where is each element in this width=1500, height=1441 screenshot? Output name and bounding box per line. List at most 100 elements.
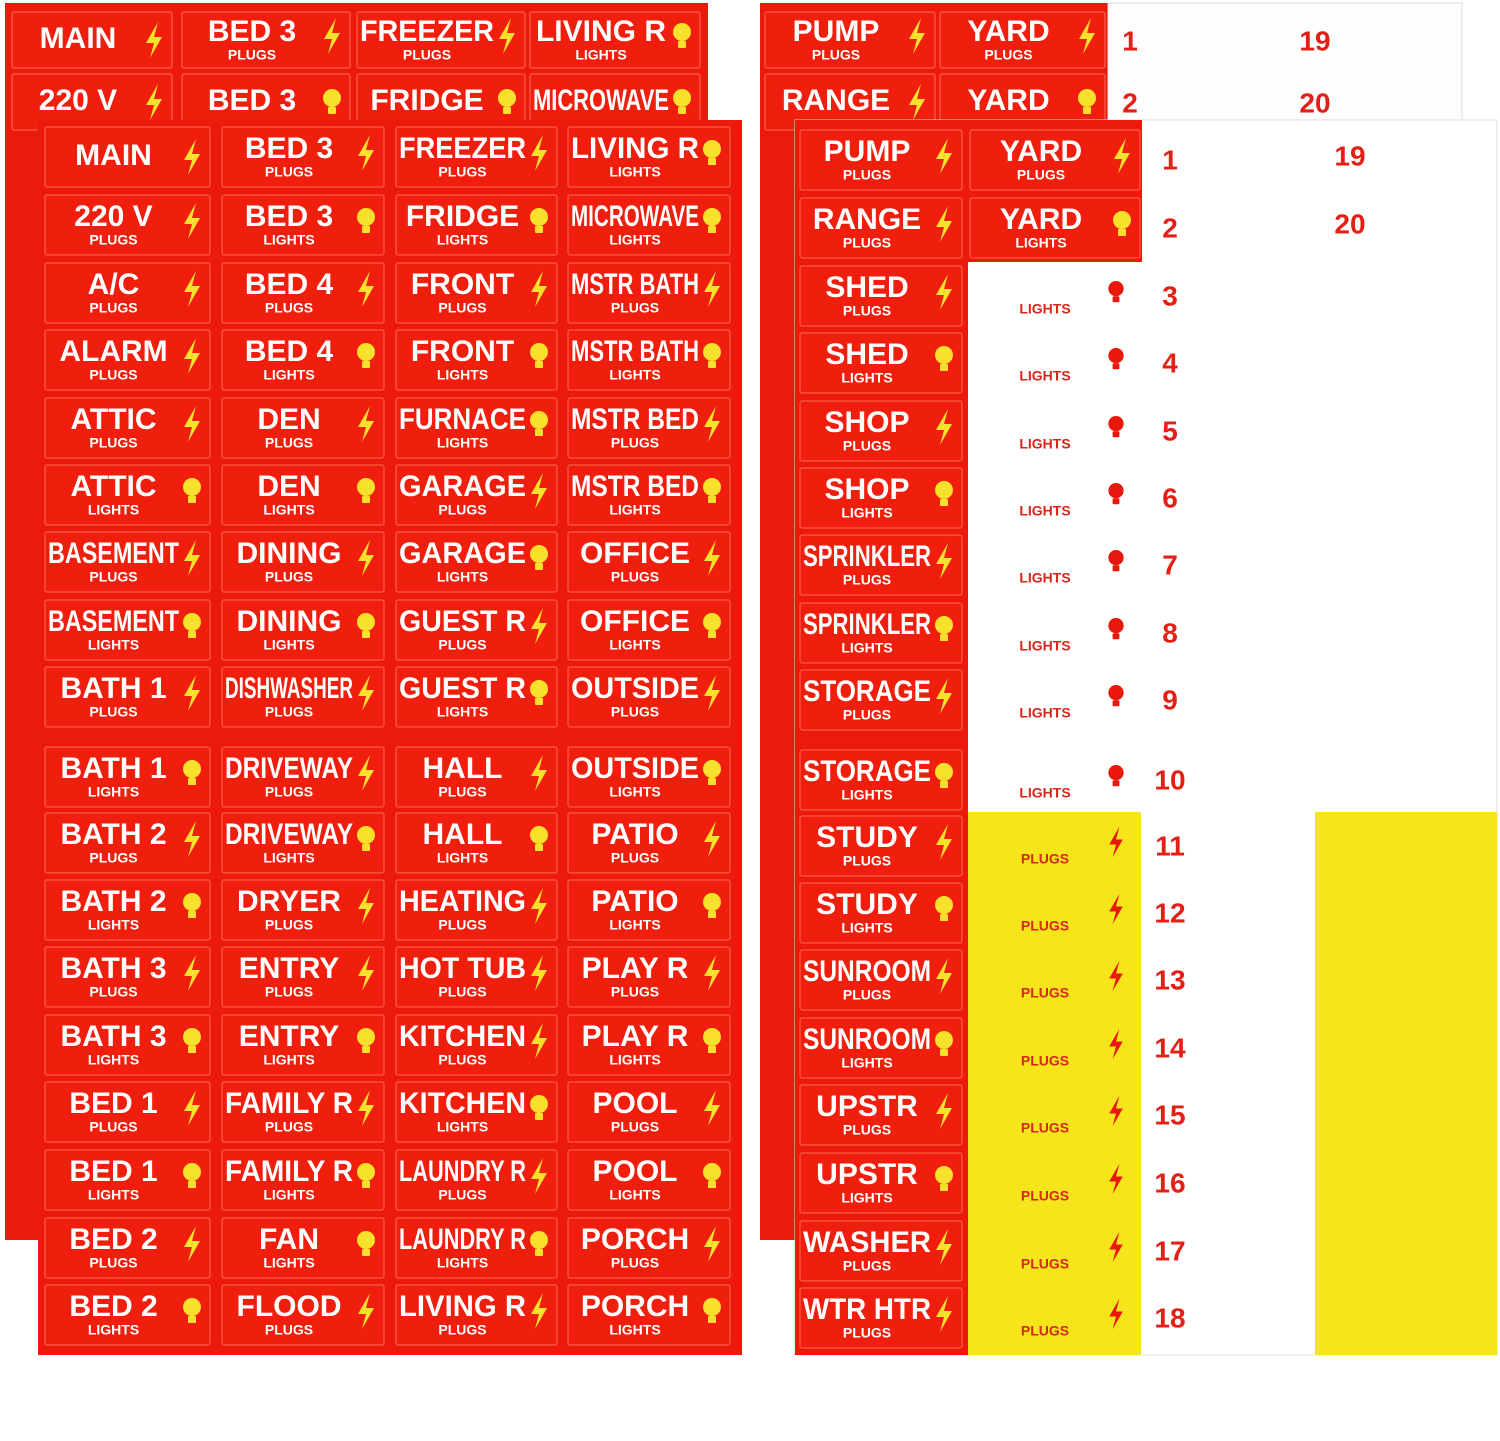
label [44, 531, 211, 593]
bulb-icon [530, 1095, 548, 1113]
bulb-icon [935, 1166, 953, 1184]
label-name: HALL [423, 818, 503, 851]
bulb-icon [357, 1163, 375, 1181]
label [44, 1284, 211, 1346]
label [44, 946, 211, 1008]
label-name: ENTRY [239, 1020, 340, 1053]
label-name: MICROWAVE [571, 200, 699, 233]
label-sub: LIGHTS [263, 850, 314, 866]
label-sub: PLUGS [438, 637, 486, 653]
label-name: BATH 1 [60, 672, 166, 705]
label-name: KITCHEN [399, 1020, 526, 1053]
label-name: DINING [237, 537, 342, 570]
bolt-icon [704, 271, 720, 307]
label-sub: PLUGS [265, 984, 313, 1000]
label [395, 1284, 558, 1346]
label-name: PUMP [824, 135, 911, 168]
label-sub: PLUGS [265, 1322, 313, 1338]
label [799, 602, 963, 664]
bulb-base [535, 361, 543, 368]
label-name: DEN [257, 403, 320, 436]
label [221, 464, 385, 526]
tag-text: LIGHTS [1019, 785, 1070, 801]
bulb-icon [530, 826, 548, 844]
label [969, 197, 1141, 259]
label [567, 531, 731, 593]
label-name: GARAGE [399, 470, 526, 503]
label [395, 262, 558, 324]
label-name: LAUNDRY R [399, 1155, 526, 1188]
bulb-base [940, 364, 948, 371]
label [969, 129, 1141, 191]
label-name: WTR HTR [803, 1293, 931, 1326]
label-name: BED 2 [69, 1290, 157, 1323]
bulb-base [503, 107, 511, 114]
label-name: ENTRY [239, 952, 340, 985]
bolt-icon [531, 955, 547, 991]
bulb-icon [703, 760, 721, 778]
label-name: LAUNDRY R [399, 1223, 526, 1256]
label-name: DRIVEWAY [225, 818, 353, 851]
label-sub: PLUGS [438, 502, 486, 518]
bulb-base [708, 1316, 716, 1323]
bulb-base [535, 563, 543, 570]
bolt-icon [358, 755, 374, 791]
label-sub: PLUGS [611, 850, 659, 866]
label [567, 879, 731, 941]
bulb-base [188, 911, 196, 918]
label-name: ALARM [59, 335, 167, 368]
label-name: FREEZER [360, 15, 494, 48]
bolt-icon [184, 406, 200, 442]
bolt-icon [936, 1229, 952, 1265]
label-name: HOT TUB [399, 952, 526, 985]
label [799, 1220, 963, 1282]
label-name: GUEST R [399, 672, 526, 705]
bulb-base [535, 429, 543, 436]
label [221, 666, 385, 728]
bolt-icon [184, 203, 200, 239]
bulb-base [535, 698, 543, 705]
label-sub: PLUGS [265, 1119, 313, 1135]
bulb-base [188, 1316, 196, 1323]
label-name: 220 V [39, 84, 117, 117]
label-name: BASEMENT [48, 537, 179, 570]
label-name: BED 3 [245, 200, 333, 233]
bulb-icon [498, 89, 516, 107]
label-name: PATIO [591, 885, 678, 918]
label-name: LIVING R [571, 132, 699, 165]
yellow-area [968, 812, 1141, 1355]
label-sub: LIGHTS [609, 367, 660, 383]
label-name: MSTR BATH [571, 268, 699, 301]
number: 12 [1154, 897, 1185, 928]
number: 2 [1162, 212, 1178, 243]
label-sub: LIGHTS [263, 1052, 314, 1068]
label [567, 1284, 731, 1346]
number: 19 [1299, 25, 1330, 56]
label-sub: LIGHTS [88, 637, 139, 653]
label-name: BED 4 [245, 268, 334, 301]
label-name: FRIDGE [406, 200, 519, 233]
label [395, 397, 558, 459]
label [221, 262, 385, 324]
label-name: HEATING [399, 885, 526, 918]
tag-text: PLUGS [1021, 1188, 1069, 1204]
bulb-base [1112, 565, 1120, 572]
bolt-icon [531, 135, 547, 171]
label-name: DISHWASHER [225, 672, 353, 705]
tag-text: PLUGS [1021, 1053, 1069, 1069]
bulb-base [362, 1249, 370, 1256]
bulb-base [1112, 780, 1120, 787]
number: 2 [1122, 87, 1138, 118]
label-sub: LIGHTS [437, 232, 488, 248]
label-name: BED 3 [245, 132, 333, 165]
label-sub: PLUGS [611, 984, 659, 1000]
label-sub: LIGHTS [609, 502, 660, 518]
bulb-icon [357, 208, 375, 226]
bolt-icon [1109, 826, 1123, 858]
bulb-icon [673, 89, 691, 107]
label [221, 397, 385, 459]
bolt-icon [531, 1158, 547, 1194]
label [939, 11, 1106, 69]
label [567, 1014, 731, 1076]
